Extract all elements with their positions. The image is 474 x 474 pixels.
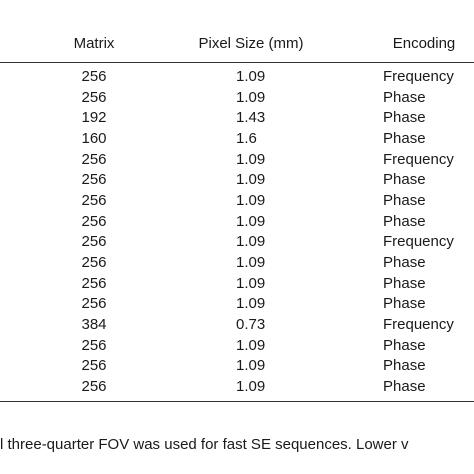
table-cell: Frequency: [383, 68, 454, 85]
table-cell: 160: [81, 130, 107, 147]
table-cell: Frequency: [383, 233, 454, 251]
footnote: l three-quarter FOV was used for fast SE…: [0, 436, 409, 453]
table-cell: 1.09: [236, 378, 266, 396]
table-cell: 256: [81, 233, 107, 251]
table-cell: 1.09: [236, 212, 266, 230]
table-cell: Phase: [383, 130, 426, 147]
table-cell: 256: [81, 88, 107, 106]
table-cell: 256: [81, 150, 107, 168]
table-cell: Frequency: [383, 316, 454, 334]
table-cell: 1.09: [236, 192, 266, 210]
table-cell: Phase: [383, 336, 426, 354]
table-cell: 1.09: [236, 68, 266, 85]
table-cell: Phase: [383, 357, 426, 375]
table-cell: 256: [81, 378, 107, 396]
table-cell: 1.09: [236, 336, 266, 354]
table-cell: 256: [81, 295, 107, 313]
header-rule: [0, 62, 474, 63]
table-cell: 1.09: [236, 150, 266, 168]
table-cell: 1.09: [236, 274, 266, 292]
table-cell: Phase: [383, 192, 426, 210]
table-cell: 1.43: [236, 109, 266, 127]
table-cell: Phase: [383, 274, 426, 292]
table-cell: Phase: [383, 212, 426, 230]
table-cell: Phase: [383, 171, 426, 189]
table-cell: 256: [81, 336, 107, 354]
table-cell: 1.6: [236, 130, 257, 147]
table-cell: 256: [81, 212, 107, 230]
table-cell: 1.09: [236, 88, 266, 106]
table-cell: 256: [81, 357, 107, 375]
table-cell: 256: [81, 254, 107, 272]
table-cell: 1.09: [236, 171, 266, 189]
table-cell: Frequency: [383, 150, 454, 168]
table-cell: Phase: [383, 254, 426, 272]
table-cell: Phase: [383, 88, 426, 106]
table-cell: 1.09: [236, 233, 266, 251]
column-header: Encoding: [392, 35, 456, 52]
table-cell: 1.09: [236, 295, 266, 313]
table-cell: 256: [81, 68, 107, 85]
table-cell: Phase: [383, 109, 426, 127]
table-cell: 256: [81, 192, 107, 210]
column-header: Matrix: [73, 35, 115, 52]
table-cell: 0.73: [236, 316, 266, 334]
bottom-rule: [0, 401, 474, 402]
table-cell: 256: [81, 274, 107, 292]
table-cell: 1.09: [236, 254, 266, 272]
table-cell: 1.09: [236, 357, 266, 375]
table-cell: 256: [81, 171, 107, 189]
column-header: Pixel Size (mm): [198, 35, 304, 52]
table-cell: 192: [81, 109, 107, 127]
table-cell: 384: [81, 316, 107, 334]
table-cell: Phase: [383, 295, 426, 313]
table-cell: Phase: [383, 378, 426, 396]
